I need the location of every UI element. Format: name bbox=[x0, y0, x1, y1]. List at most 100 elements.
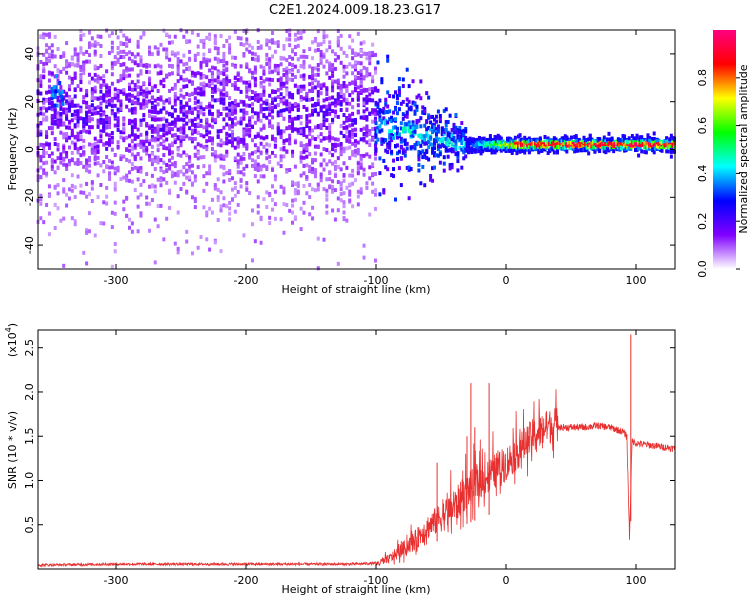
heatmap-cell bbox=[271, 184, 275, 189]
heatmap-cell bbox=[248, 191, 252, 196]
heatmap-cell bbox=[444, 137, 448, 142]
heatmap-cell bbox=[47, 193, 51, 198]
heatmap-cell bbox=[316, 47, 320, 52]
heatmap-cell bbox=[368, 212, 372, 217]
heatmap-cell bbox=[205, 105, 209, 110]
heatmap-cell bbox=[386, 90, 390, 95]
heatmap-cell bbox=[222, 92, 226, 97]
heatmap-cell bbox=[182, 112, 186, 117]
heatmap-cell bbox=[251, 124, 254, 129]
heatmap-cell bbox=[76, 57, 80, 62]
heatmap-cell bbox=[165, 123, 169, 128]
heatmap-cell bbox=[173, 123, 177, 128]
heatmap-cell bbox=[401, 126, 405, 131]
heatmap-cell bbox=[351, 141, 355, 146]
heatmap-cell bbox=[39, 201, 43, 206]
heatmap-cell bbox=[415, 107, 419, 112]
heatmap-cell bbox=[85, 121, 89, 126]
heatmap-cell bbox=[213, 66, 217, 71]
heatmap-cell bbox=[328, 185, 332, 190]
heatmap-cell bbox=[268, 215, 272, 220]
heatmap-cell bbox=[591, 145, 595, 150]
heatmap-cell bbox=[268, 57, 272, 62]
heatmap-cell bbox=[477, 149, 481, 154]
heatmap-cell bbox=[150, 124, 154, 129]
heatmap-cell bbox=[623, 144, 627, 149]
heatmap-cell bbox=[618, 146, 622, 151]
heatmap-cell bbox=[436, 137, 440, 142]
heatmap-cell bbox=[230, 187, 234, 192]
heatmap-cell bbox=[537, 141, 541, 146]
heatmap-cell bbox=[76, 63, 80, 68]
heatmap-cell bbox=[643, 145, 647, 150]
heatmap-cell bbox=[325, 104, 329, 109]
heatmap-cell bbox=[105, 69, 109, 74]
heatmap-cell bbox=[633, 148, 637, 153]
heatmap-cell bbox=[156, 63, 160, 68]
heatmap-cell bbox=[359, 165, 363, 170]
heatmap-cell bbox=[139, 142, 143, 147]
heatmap-cell bbox=[482, 136, 486, 141]
heatmap-cell bbox=[130, 147, 134, 152]
heatmap-cell bbox=[374, 121, 378, 126]
heatmap-cell bbox=[302, 149, 306, 154]
heatmap-cell bbox=[62, 263, 66, 268]
heatmap-cell bbox=[142, 89, 146, 94]
heatmap-cell bbox=[102, 93, 106, 98]
heatmap-cell bbox=[296, 104, 300, 109]
heatmap-cell bbox=[342, 68, 346, 73]
heatmap-cell bbox=[311, 170, 315, 175]
heatmap-cell bbox=[348, 145, 352, 150]
heatmap-cell bbox=[251, 222, 254, 227]
heatmap-cell bbox=[509, 142, 513, 147]
heatmap-cell bbox=[47, 59, 51, 64]
heatmap-cell bbox=[65, 62, 69, 67]
heatmap-cell bbox=[242, 134, 246, 139]
heatmap-cell bbox=[411, 79, 415, 84]
heatmap-cell bbox=[576, 138, 580, 143]
heatmap-cell bbox=[285, 126, 289, 131]
heatmap-cell bbox=[110, 49, 114, 54]
heatmap-cell bbox=[442, 161, 446, 166]
heatmap-cell bbox=[546, 136, 550, 141]
heatmap-cell bbox=[342, 161, 346, 166]
heatmap-cell bbox=[319, 174, 323, 179]
heatmap-cell bbox=[199, 118, 203, 123]
heatmap-cell bbox=[116, 109, 120, 114]
heatmap-cell bbox=[336, 180, 340, 185]
heatmap-cell bbox=[429, 115, 433, 120]
heatmap-cell bbox=[610, 137, 614, 142]
heatmap-cell bbox=[130, 110, 134, 115]
heatmap-cell bbox=[513, 144, 517, 149]
heatmap-cell bbox=[537, 147, 541, 152]
heatmap-cell bbox=[374, 140, 378, 145]
heatmap-cell bbox=[273, 40, 277, 45]
heatmap-cell bbox=[368, 143, 372, 148]
heatmap-cell bbox=[460, 134, 464, 139]
heatmap-cell bbox=[170, 105, 174, 110]
heatmap-cell bbox=[311, 103, 315, 108]
heatmap-cell bbox=[116, 127, 120, 132]
heatmap-cell bbox=[202, 38, 206, 43]
heatmap-cell bbox=[170, 174, 174, 179]
heatmap-cell bbox=[498, 140, 502, 145]
heatmap-cell bbox=[245, 185, 249, 190]
heatmap-cell bbox=[179, 169, 183, 174]
heatmap-cell bbox=[311, 160, 315, 165]
heatmap-cell bbox=[90, 147, 94, 152]
heatmap-cell bbox=[248, 133, 252, 138]
heatmap-cell bbox=[116, 107, 120, 112]
heatmap-cell bbox=[61, 97, 65, 102]
heatmap-cell bbox=[130, 119, 134, 124]
heatmap-cell bbox=[571, 142, 575, 147]
heatmap-cell bbox=[256, 45, 260, 50]
heatmap-cell bbox=[313, 158, 317, 163]
heatmap-cell bbox=[663, 143, 667, 148]
heatmap-cell bbox=[90, 90, 94, 95]
heatmap-cell bbox=[185, 239, 189, 244]
heatmap-cell bbox=[56, 166, 60, 171]
heatmap-cell bbox=[193, 73, 197, 78]
heatmap-cell bbox=[311, 166, 315, 171]
heatmap-cell bbox=[299, 95, 303, 100]
heatmap-cell bbox=[331, 189, 335, 194]
